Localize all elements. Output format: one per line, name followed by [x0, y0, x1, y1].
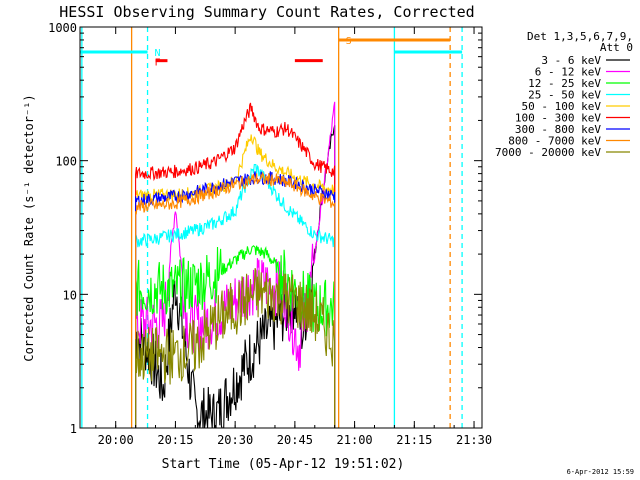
- series-line-6: [135, 171, 336, 428]
- x-tick-label-2: 20:30: [217, 433, 253, 447]
- series-line-8: [135, 267, 336, 428]
- footer-date: 6-Apr-2012 15:59: [567, 468, 634, 476]
- y-tick-label-3: 1000: [48, 21, 77, 35]
- series-line-3: [135, 164, 336, 428]
- flag-label-s: S: [346, 36, 352, 47]
- series-line-1: [135, 101, 336, 428]
- x-tick-label-5: 21:15: [396, 433, 432, 447]
- x-tick-label-6: 21:30: [456, 433, 492, 447]
- series-line-2: [135, 245, 336, 428]
- x-tick-label-0: 20:00: [98, 433, 134, 447]
- axes: 20:00 20:15 20:30 20:45 21:00 21:15 21:30 1 10 10…: [48, 21, 492, 447]
- y-tick-label-0: 1: [70, 422, 77, 436]
- x-tick-label-4: 21:00: [337, 433, 373, 447]
- legend-label-1: 6 - 12 keV: [535, 66, 602, 79]
- legend-label-8: 7000 - 20000 keV: [495, 146, 601, 159]
- y-tick-label-1: 10: [63, 288, 77, 302]
- x-tick-label-3: 20:45: [277, 433, 313, 447]
- y-axis-label: Corrected Count Rate (s⁻¹ detector⁻¹): [22, 94, 36, 361]
- flag-label-f: F: [155, 58, 161, 69]
- legend-label-6: 300 - 800 keV: [515, 123, 601, 136]
- plot-area: NF S: [80, 27, 463, 429]
- series-line-5: [135, 102, 336, 428]
- flag-label-n: N: [155, 48, 161, 59]
- legend-subtitle: Att 0: [600, 41, 633, 54]
- legend-title: Det 1,3,5,6,7,9,: [527, 30, 633, 43]
- plot-frame: [79, 26, 483, 429]
- legend-label-7: 800 - 7000 keV: [508, 135, 601, 148]
- legend-label-3: 25 - 50 keV: [528, 89, 601, 102]
- legend-label-0: 3 - 6 keV: [541, 54, 601, 67]
- y-tick-label-2: 100: [55, 155, 77, 169]
- legend-label-5: 100 - 300 keV: [515, 112, 601, 125]
- chart-title: HESSI Observing Summary Count Rates, Cor…: [59, 3, 474, 21]
- x-tick-label-1: 20:15: [157, 433, 193, 447]
- legend-label-4: 50 - 100 keV: [522, 100, 602, 113]
- legend-label-2: 12 - 25 keV: [528, 77, 601, 90]
- x-axis-label: Start Time (05-Apr-12 19:51:02): [162, 457, 405, 472]
- series-line-7: [135, 171, 336, 428]
